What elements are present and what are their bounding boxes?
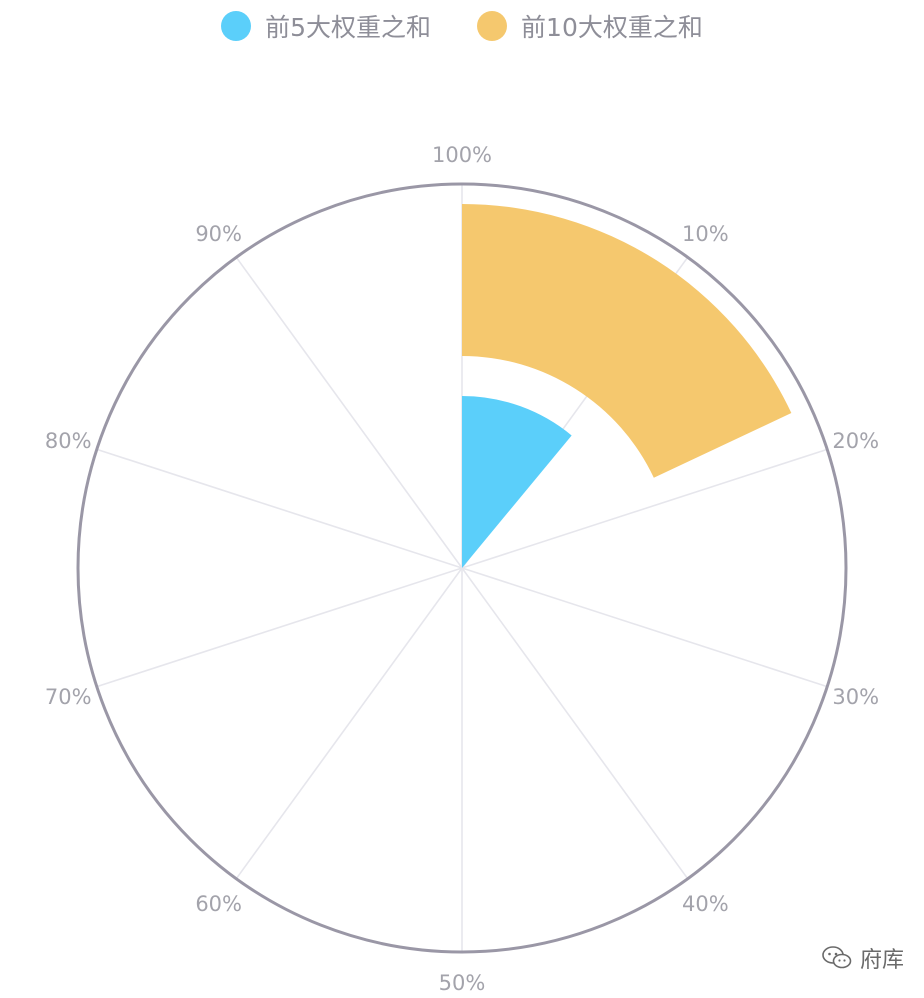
tick-label: 80% <box>45 429 92 453</box>
tick-label: 10% <box>682 222 729 246</box>
tick-label: 70% <box>45 685 92 709</box>
tick-label: 100% <box>432 143 492 167</box>
tick-label: 40% <box>682 892 729 916</box>
bar-top5[interactable] <box>462 396 572 568</box>
legend-swatch-top10 <box>477 11 508 41</box>
tick-label: 30% <box>832 685 879 709</box>
watermark-label: 府库 <box>859 948 904 973</box>
grid-line <box>461 448 828 569</box>
tick-label: 20% <box>832 429 879 453</box>
tick-label: 90% <box>195 222 242 246</box>
grid-line <box>96 448 463 569</box>
grid-line <box>461 567 828 688</box>
legend-item-top10[interactable]: 前10大权重之和 <box>477 8 703 44</box>
polar-axis-circle <box>76 182 848 954</box>
grid-line <box>235 567 463 880</box>
wechat-icon <box>822 946 852 969</box>
tick-label: 60% <box>195 892 242 916</box>
grid-line <box>96 567 463 688</box>
grid-line <box>461 567 689 880</box>
chart-legend: 前5大权重之和 前10大权重之和 <box>0 8 924 44</box>
legend-label-top5: 前5大权重之和 <box>265 13 432 42</box>
legend-label-top10: 前10大权重之和 <box>521 13 703 42</box>
legend-item-top5[interactable]: 前5大权重之和 <box>221 8 431 44</box>
tick-label: 50% <box>439 971 486 995</box>
grid-line <box>235 256 463 569</box>
bar-top10[interactable] <box>462 204 792 478</box>
watermark: 府库 <box>822 942 904 974</box>
legend-swatch-top5 <box>221 11 252 41</box>
